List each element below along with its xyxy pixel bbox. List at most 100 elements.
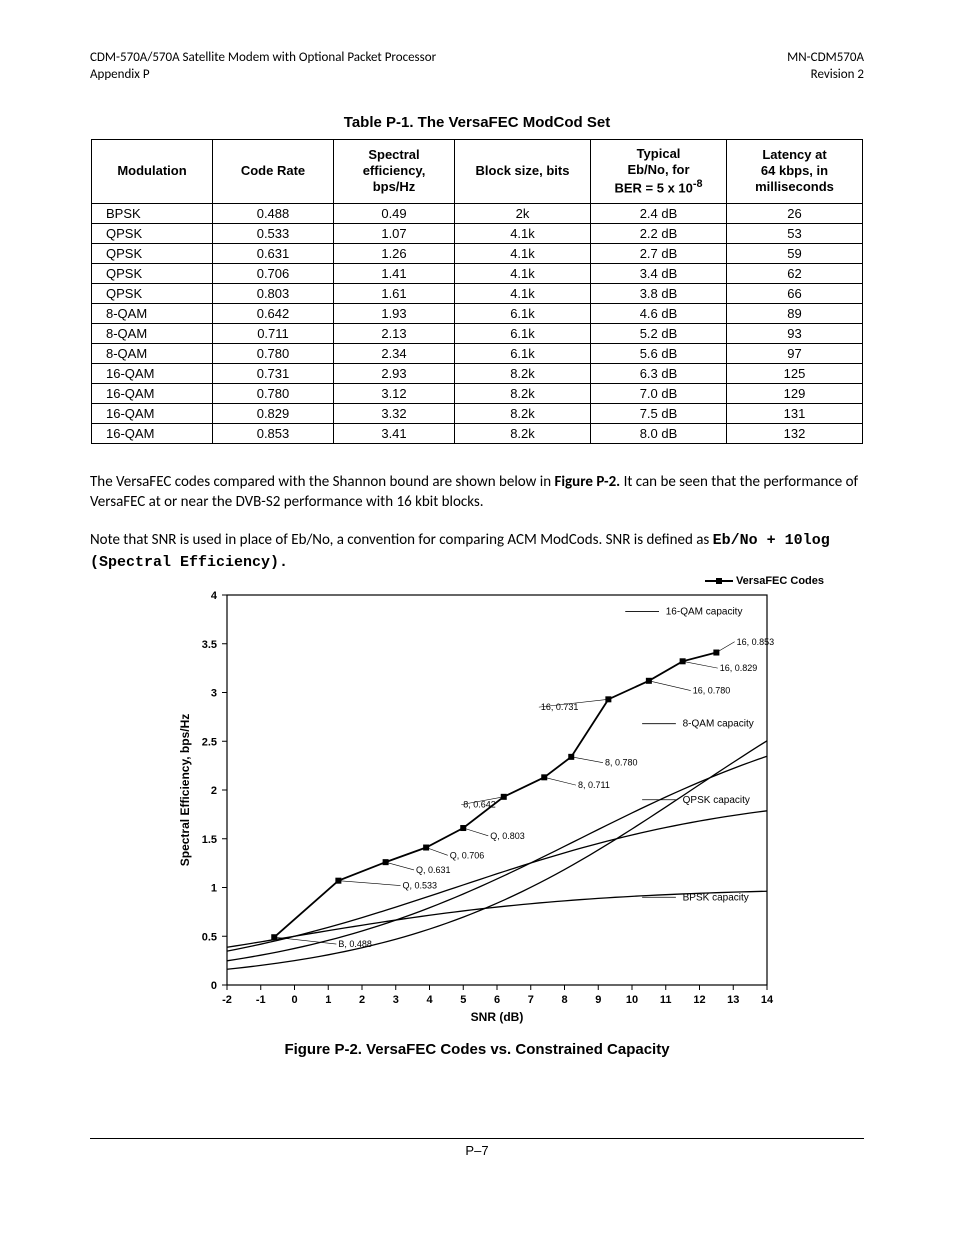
svg-text:12: 12 (693, 994, 705, 1006)
svg-text:Q, 0.631: Q, 0.631 (416, 865, 451, 875)
table-row: QPSK0.5331.074.1k2.2 dB53 (92, 223, 863, 243)
table-cell: 8.2k (455, 363, 591, 383)
header-doc-title: CDM-570A/570A Satellite Modem with Optio… (90, 50, 436, 67)
table-cell: 93 (727, 323, 863, 343)
table-row: 16-QAM0.8533.418.2k8.0 dB132 (92, 423, 863, 443)
table-cell: 0.49 (334, 203, 455, 223)
table-header: Block size, bits (455, 139, 591, 203)
table-cell: 3.12 (334, 383, 455, 403)
table-cell: 16-QAM (92, 363, 213, 383)
table-cell: 8-QAM (92, 303, 213, 323)
table-cell: 2.34 (334, 343, 455, 363)
svg-text:16, 0.780: 16, 0.780 (693, 685, 731, 695)
table-cell: 8.2k (455, 383, 591, 403)
para1-a: The VersaFEC codes compared with the Sha… (90, 473, 554, 491)
table-cell: 3.8 dB (591, 283, 727, 303)
svg-text:16-QAM capacity: 16-QAM capacity (666, 606, 743, 617)
svg-text:Spectral Efficiency, bps/Hz: Spectral Efficiency, bps/Hz (178, 714, 192, 867)
svg-text:4: 4 (211, 590, 218, 602)
table-cell: 16-QAM (92, 403, 213, 423)
table-cell: 97 (727, 343, 863, 363)
table-cell: QPSK (92, 223, 213, 243)
table-header: Code Rate (213, 139, 334, 203)
header-appendix: Appendix P (90, 67, 436, 84)
svg-text:Q, 0.706: Q, 0.706 (450, 850, 485, 860)
table-cell: 59 (727, 243, 863, 263)
svg-text:2: 2 (211, 785, 217, 797)
table-cell: 6.1k (455, 343, 591, 363)
header-left: CDM-570A/570A Satellite Modem with Optio… (90, 50, 436, 84)
svg-text:0: 0 (211, 980, 217, 992)
table-cell: 6.3 dB (591, 363, 727, 383)
svg-text:-2: -2 (222, 994, 232, 1006)
svg-text:16, 0.829: 16, 0.829 (720, 663, 758, 673)
table-cell: 0.853 (213, 423, 334, 443)
svg-text:0.5: 0.5 (202, 931, 217, 943)
svg-text:3: 3 (393, 994, 399, 1006)
table-cell: 8-QAM (92, 343, 213, 363)
svg-text:10: 10 (626, 994, 638, 1006)
table-cell: QPSK (92, 283, 213, 303)
table-cell: 3.32 (334, 403, 455, 423)
svg-text:3.5: 3.5 (202, 639, 217, 651)
table-cell: 0.711 (213, 323, 334, 343)
table-row: QPSK0.6311.264.1k2.7 dB59 (92, 243, 863, 263)
table-cell: 1.93 (334, 303, 455, 323)
table-cell: 3.41 (334, 423, 455, 443)
svg-text:-1: -1 (256, 994, 266, 1006)
paragraph-1: The VersaFEC codes compared with the Sha… (90, 472, 864, 513)
table-cell: 6.1k (455, 303, 591, 323)
table-cell: 1.26 (334, 243, 455, 263)
table-cell: 2.13 (334, 323, 455, 343)
table-cell: 4.6 dB (591, 303, 727, 323)
table-cell: 4.1k (455, 263, 591, 283)
table-cell: 0.731 (213, 363, 334, 383)
table-row: 16-QAM0.7803.128.2k7.0 dB129 (92, 383, 863, 403)
table-cell: 26 (727, 203, 863, 223)
table-cell: 4.1k (455, 243, 591, 263)
svg-text:SNR (dB): SNR (dB) (471, 1010, 524, 1024)
table-row: 8-QAM0.7112.136.1k5.2 dB93 (92, 323, 863, 343)
table-cell: 66 (727, 283, 863, 303)
table-header: Latency at64 kbps, inmilliseconds (727, 139, 863, 203)
table-row: BPSK0.4880.492k2.4 dB26 (92, 203, 863, 223)
table-cell: 0.488 (213, 203, 334, 223)
table-cell: 3.4 dB (591, 263, 727, 283)
para1-b: Figure P-2. (554, 473, 620, 491)
table-cell: 2.93 (334, 363, 455, 383)
table-cell: 53 (727, 223, 863, 243)
table-cell: 0.533 (213, 223, 334, 243)
table-cell: 1.41 (334, 263, 455, 283)
header-right: MN-CDM570A Revision 2 (787, 50, 864, 84)
table-cell: 7.5 dB (591, 403, 727, 423)
table-header: Spectralefficiency,bps/Hz (334, 139, 455, 203)
chart-legend-label: VersaFEC Codes (736, 575, 824, 587)
table-row: QPSK0.7061.414.1k3.4 dB62 (92, 263, 863, 283)
table-cell: 7.0 dB (591, 383, 727, 403)
svg-text:Q, 0.803: Q, 0.803 (490, 831, 525, 841)
table-cell: 2.2 dB (591, 223, 727, 243)
table-row: 16-QAM0.7312.938.2k6.3 dB125 (92, 363, 863, 383)
table-cell: 0.803 (213, 283, 334, 303)
svg-text:14: 14 (761, 994, 774, 1006)
table-header: Modulation (92, 139, 213, 203)
table-cell: 0.642 (213, 303, 334, 323)
table-cell: 0.706 (213, 263, 334, 283)
svg-text:B, 0.488: B, 0.488 (338, 939, 372, 949)
table-cell: 8.2k (455, 403, 591, 423)
table-cell: 131 (727, 403, 863, 423)
svg-text:2.5: 2.5 (202, 736, 217, 748)
svg-text:4: 4 (426, 994, 433, 1006)
svg-text:8, 0.642: 8, 0.642 (463, 799, 496, 809)
table-cell: 62 (727, 263, 863, 283)
table-cell: BPSK (92, 203, 213, 223)
svg-text:11: 11 (660, 994, 672, 1006)
table-header: TypicalEb/No, forBER = 5 x 10-8 (591, 139, 727, 203)
figure-caption: Figure P-2. VersaFEC Codes vs. Constrain… (90, 1041, 864, 1058)
svg-text:7: 7 (528, 994, 534, 1006)
table-row: 8-QAM0.7802.346.1k5.6 dB97 (92, 343, 863, 363)
table-cell: QPSK (92, 243, 213, 263)
table-cell: 125 (727, 363, 863, 383)
svg-text:6: 6 (494, 994, 500, 1006)
table-cell: 5.6 dB (591, 343, 727, 363)
